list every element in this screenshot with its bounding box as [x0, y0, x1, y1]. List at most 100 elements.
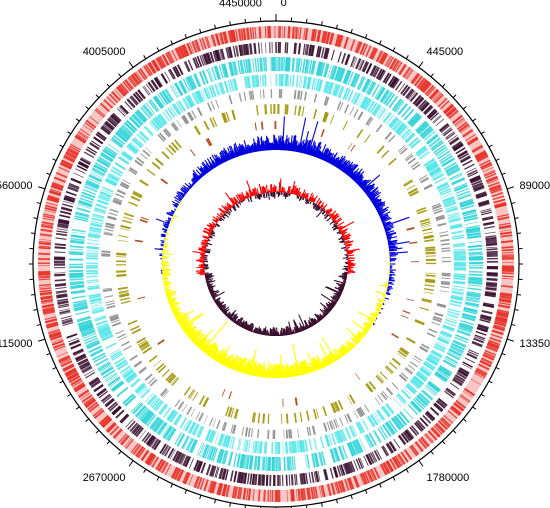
feature-mark [162, 90, 172, 103]
feature-mark [486, 278, 498, 280]
feature-mark [148, 61, 157, 74]
skew-bar [260, 369, 263, 378]
feature-mark [126, 374, 138, 383]
feature-mark [115, 193, 125, 199]
feature-mark [425, 278, 436, 282]
feature-mark [462, 128, 473, 137]
feature-mark [423, 287, 434, 292]
skew-bar [381, 220, 384, 222]
skew-bar [349, 170, 356, 178]
feature-mark [207, 52, 213, 64]
feature-mark [339, 480, 345, 493]
skew-bar [307, 121, 319, 155]
feature-mark [222, 422, 228, 432]
feature-mark [369, 65, 376, 76]
feature-mark [81, 394, 92, 402]
skew-bar [255, 365, 259, 377]
feature-mark [56, 294, 68, 299]
tick-mark [488, 144, 493, 148]
feature-mark [299, 411, 303, 422]
feature-mark [429, 138, 441, 148]
feature-mark [417, 371, 428, 380]
feature-mark [60, 210, 72, 215]
feature-mark [113, 135, 125, 145]
feature-mark [181, 435, 189, 449]
skew-bar [253, 366, 257, 376]
tick-mark [462, 106, 467, 110]
feature-mark [479, 318, 491, 323]
feature-mark [107, 215, 117, 220]
feature-mark [87, 239, 100, 242]
feature-mark [376, 410, 384, 422]
feature-mark [330, 65, 337, 80]
feature-mark [109, 313, 118, 318]
feature-mark [121, 219, 132, 224]
feature-mark [410, 72, 420, 84]
feature-mark [57, 223, 69, 228]
feature-mark [291, 26, 295, 39]
skew-bar [304, 147, 308, 154]
skew-bar [319, 343, 332, 365]
feature-mark [356, 421, 365, 434]
feature-mark [486, 176, 499, 183]
skew-bar [310, 148, 314, 156]
feature-mark [207, 68, 214, 82]
feature-mark [374, 412, 382, 423]
feature-mark [239, 59, 245, 75]
feature-mark [165, 127, 172, 136]
skew-bar [306, 139, 312, 155]
skew-bar [340, 343, 349, 353]
feature-mark [109, 172, 121, 179]
feature-mark [485, 346, 498, 353]
feature-mark [354, 40, 360, 53]
feature-mark [398, 434, 407, 445]
feature-mark [355, 458, 362, 470]
feature-mark [170, 412, 179, 423]
feature-mark [452, 115, 463, 125]
skew-bar [347, 164, 357, 176]
feature-mark [110, 138, 123, 149]
feature-mark [177, 46, 185, 59]
feature-mark [122, 368, 134, 378]
skew-bar [366, 186, 379, 196]
feature-mark [362, 44, 368, 56]
feature-mark [378, 51, 386, 64]
feature-mark [175, 82, 184, 96]
feature-mark [299, 473, 303, 485]
feature-mark [248, 43, 253, 55]
feature-mark [64, 195, 76, 200]
feature-mark [390, 58, 398, 70]
feature-mark [162, 111, 171, 122]
feature-mark [118, 157, 129, 165]
feature-mark [67, 372, 79, 380]
feature-mark [421, 436, 430, 447]
feature-mark [197, 461, 203, 473]
feature-mark [486, 246, 498, 249]
feature-mark [307, 59, 311, 74]
tick-mark [59, 144, 64, 148]
feature-mark [315, 61, 320, 76]
feature-mark [404, 132, 415, 143]
feature-mark [477, 155, 489, 162]
feature-mark [189, 75, 197, 89]
feature-mark [114, 89, 123, 99]
feature-mark [306, 454, 310, 469]
skew-bar [349, 172, 354, 178]
feature-mark [93, 136, 104, 144]
feature-mark [344, 414, 349, 424]
feature-mark [223, 484, 228, 497]
feature-mark [466, 352, 478, 359]
feature-mark [243, 454, 247, 469]
feature-mark [79, 324, 94, 331]
feature-mark [300, 488, 304, 501]
feature-mark [56, 295, 68, 299]
feature-mark [414, 319, 425, 325]
feature-mark [174, 414, 182, 426]
skew-bar [288, 369, 291, 378]
feature-mark [386, 421, 396, 434]
tick-mark [511, 323, 516, 326]
skew-bar [372, 198, 382, 205]
feature-mark [247, 76, 251, 89]
feature-mark [299, 43, 302, 55]
feature-mark [196, 477, 203, 489]
